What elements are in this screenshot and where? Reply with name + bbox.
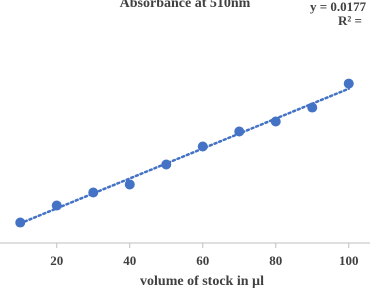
trendline-equation: y = 0.0177 — [310, 0, 367, 14]
x-axis-title: volume of stock in µl — [140, 274, 264, 289]
data-point — [88, 187, 99, 198]
data-point — [51, 200, 62, 211]
data-point — [161, 159, 172, 170]
x-tick-label: 40 — [123, 253, 136, 268]
data-point — [15, 217, 26, 228]
data-point — [270, 116, 281, 127]
x-tick-label: 100 — [339, 253, 359, 268]
trendline — [19, 87, 350, 225]
data-point — [307, 102, 318, 113]
x-tick-label: 80 — [269, 253, 282, 268]
r-squared: R² = — [338, 13, 362, 28]
data-point — [197, 141, 208, 152]
x-tick-label: 20 — [50, 253, 63, 268]
data-point — [124, 179, 135, 190]
chart-title: Absorbance at 510nm — [120, 0, 251, 11]
x-tick-label: 60 — [196, 253, 209, 268]
data-point — [234, 126, 245, 137]
data-point — [343, 78, 354, 89]
